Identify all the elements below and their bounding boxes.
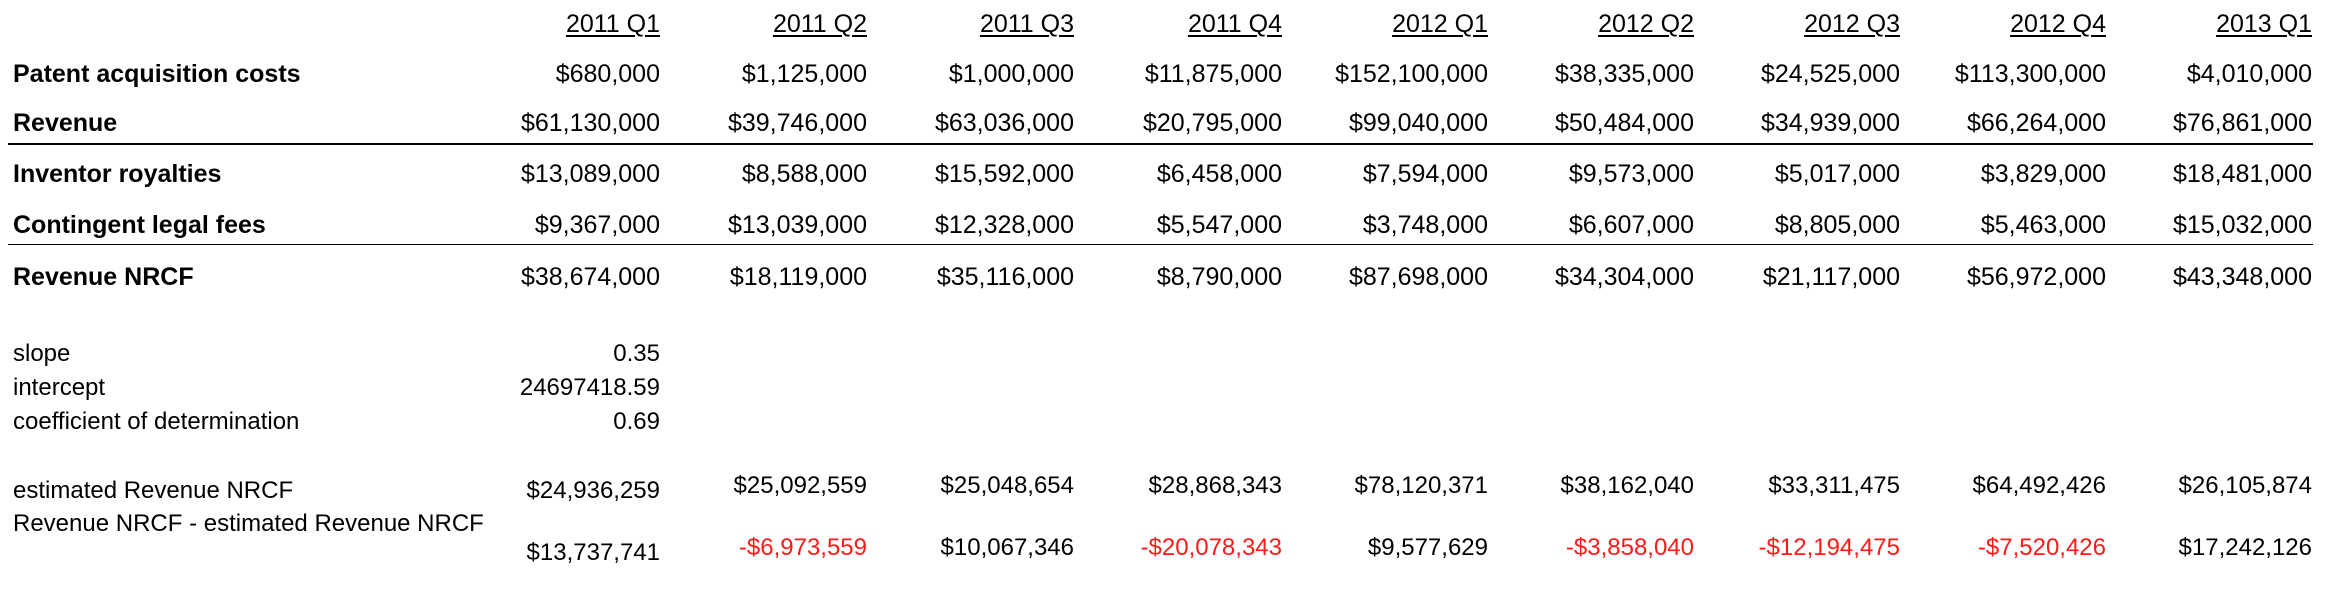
table-cell: $1,000,000 <box>948 60 1074 88</box>
table-cell: $99,040,000 <box>1348 109 1488 137</box>
table-cell: $50,484,000 <box>1554 109 1694 137</box>
table-cell: $28,868,343 <box>1148 472 1282 499</box>
column-header: 2012 Q1 <box>1392 10 1488 38</box>
table-cell: $5,547,000 <box>1156 211 1282 239</box>
table-cell: $38,674,000 <box>520 263 660 291</box>
estimated-label: estimated Revenue NRCF <box>13 477 294 504</box>
column-header: 2012 Q2 <box>1598 10 1694 38</box>
table-cell: $8,588,000 <box>741 160 867 188</box>
table-cell: $7,594,000 <box>1362 160 1488 188</box>
table-cell: $3,748,000 <box>1362 211 1488 239</box>
table-cell: $5,017,000 <box>1774 160 1900 188</box>
table-cell: $18,119,000 <box>729 263 867 291</box>
table-cell: $9,573,000 <box>1568 160 1694 188</box>
table-cell: $56,972,000 <box>1966 263 2106 291</box>
table-cell: $17,242,126 <box>2178 534 2312 561</box>
table-cell: $8,790,000 <box>1156 263 1282 291</box>
table-cell: $5,463,000 <box>1980 211 2106 239</box>
table-cell: $34,939,000 <box>1760 109 1900 137</box>
table-cell: $152,100,000 <box>1335 60 1488 88</box>
table-cell: $34,304,000 <box>1554 263 1694 291</box>
table-cell: $76,861,000 <box>2172 109 2312 137</box>
table-cell: -$3,858,040 <box>1565 534 1694 561</box>
table-cell: $1,125,000 <box>741 60 867 88</box>
column-header: 2011 Q2 <box>772 10 867 38</box>
table-cell: $680,000 <box>555 60 660 88</box>
table-cell: $61,130,000 <box>520 109 660 137</box>
table-cell: $8,805,000 <box>1774 211 1900 239</box>
row-label: Revenue <box>13 109 118 137</box>
table-cell: $87,698,000 <box>1348 263 1488 291</box>
row-label: Patent acquisition costs <box>13 60 301 88</box>
table-cell: $24,936,259 <box>526 477 660 504</box>
table-cell: $12,328,000 <box>934 211 1074 239</box>
column-header: 2011 Q1 <box>565 10 660 38</box>
table-cell: $13,737,741 <box>526 539 660 566</box>
table-cell: $6,607,000 <box>1568 211 1694 239</box>
table-cell: -$20,078,343 <box>1140 534 1282 561</box>
table-cell: -$12,194,475 <box>1758 534 1900 561</box>
table-cell: $13,089,000 <box>520 160 660 188</box>
table-cell: $38,162,040 <box>1560 472 1694 499</box>
table-cell: $78,120,371 <box>1354 472 1488 499</box>
column-header: 2011 Q4 <box>1187 10 1282 38</box>
table-cell: $20,795,000 <box>1142 109 1282 137</box>
table-cell: $11,875,000 <box>1144 60 1282 88</box>
column-header: 2013 Q1 <box>2216 10 2312 38</box>
divider <box>8 143 2313 145</box>
table-cell: $25,092,559 <box>733 472 867 499</box>
stat-value: 0.35 <box>613 340 660 367</box>
stat-label: coefficient of determination <box>13 408 300 435</box>
table-cell: $6,458,000 <box>1156 160 1282 188</box>
table-cell: $64,492,426 <box>1972 472 2106 499</box>
table-cell: $39,746,000 <box>727 109 867 137</box>
divider <box>8 244 2313 245</box>
table-cell: $33,311,475 <box>1768 472 1900 499</box>
table-cell: $25,048,654 <box>940 472 1074 499</box>
column-header: 2012 Q3 <box>1804 10 1900 38</box>
table-cell: $9,367,000 <box>534 211 660 239</box>
stat-value: 0.69 <box>613 408 660 435</box>
table-cell: $113,300,000 <box>1954 60 2106 88</box>
table-cell: $35,116,000 <box>936 263 1074 291</box>
stat-label: intercept <box>13 374 106 401</box>
table-cell: $13,039,000 <box>727 211 867 239</box>
table-cell: $24,525,000 <box>1760 60 1900 88</box>
table-cell: $63,036,000 <box>934 109 1074 137</box>
column-header: 2012 Q4 <box>2010 10 2106 38</box>
table-cell: $18,481,000 <box>2172 160 2312 188</box>
table-cell: $3,829,000 <box>1980 160 2106 188</box>
table-cell: $15,032,000 <box>2172 211 2312 239</box>
table-cell: $43,348,000 <box>2172 263 2312 291</box>
table-cell: $26,105,874 <box>2178 472 2312 499</box>
column-header: 2011 Q3 <box>979 10 1074 38</box>
table-cell: $38,335,000 <box>1554 60 1694 88</box>
table-cell: $4,010,000 <box>2186 60 2312 88</box>
table-cell: -$6,973,559 <box>738 534 867 561</box>
table-cell: -$7,520,426 <box>1977 534 2106 561</box>
row-label: Contingent legal fees <box>13 211 266 239</box>
residual-label: Revenue NRCF - estimated Revenue NRCF <box>13 510 484 537</box>
row-label: Inventor royalties <box>13 160 222 188</box>
stat-value: 24697418.59 <box>519 374 660 401</box>
table-cell: $66,264,000 <box>1966 109 2106 137</box>
table-cell: $10,067,346 <box>940 534 1074 561</box>
row-label: Revenue NRCF <box>13 263 194 291</box>
stat-label: slope <box>13 340 71 367</box>
table-cell: $21,117,000 <box>1762 263 1900 291</box>
table-cell: $9,577,629 <box>1367 534 1488 561</box>
table-cell: $15,592,000 <box>934 160 1074 188</box>
